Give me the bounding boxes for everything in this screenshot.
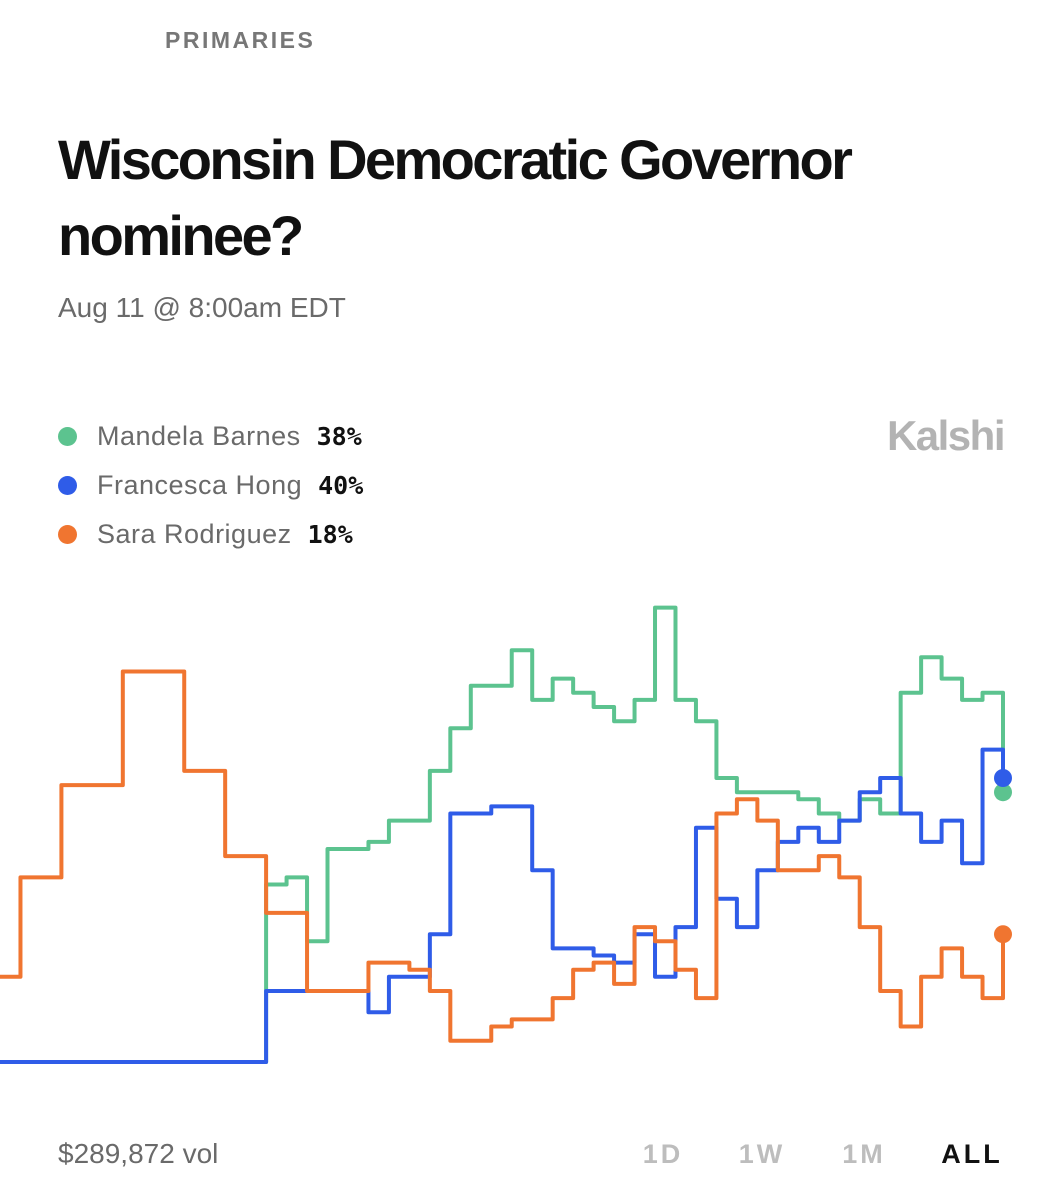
range-button[interactable]: 1M (842, 1139, 886, 1169)
range-button[interactable]: 1W (738, 1139, 786, 1169)
legend-label: Mandela Barnes (97, 421, 301, 451)
legend-value: 38% (316, 422, 362, 451)
chart-title: Wisconsin Democratic Governor nominee? (58, 128, 853, 267)
brand: Kalshi (886, 412, 1006, 459)
current-point (994, 783, 1012, 802)
legend-entry: Mandela Barnes 38% (58, 421, 362, 452)
legend-marker (58, 476, 77, 495)
legend-value: 18% (307, 520, 353, 549)
subtitle: Aug 11 @ 8:00am EDT (58, 292, 346, 323)
series-line (0, 605, 1005, 1064)
current-point (994, 769, 1012, 787)
legend-value: 40% (318, 471, 364, 500)
legend-entry: Francesca Hong 40% (58, 470, 363, 501)
legend-entry: Sara Rodriguez 18% (58, 519, 353, 550)
volume: $289,872 vol (58, 1138, 219, 1169)
range-button[interactable]: 1D (642, 1139, 684, 1169)
series-line (0, 747, 1005, 1064)
series-line (0, 669, 1005, 1043)
legend-label: Sara Rodriguez (97, 519, 292, 549)
range-button[interactable]: ALL (941, 1139, 1003, 1169)
category: PRIMARIES (165, 27, 316, 53)
current-point (994, 925, 1012, 944)
legend-marker (58, 525, 77, 544)
legend-label: Francesca Hong (97, 470, 303, 500)
legend-marker (58, 427, 77, 446)
chart (0, 605, 1012, 1064)
